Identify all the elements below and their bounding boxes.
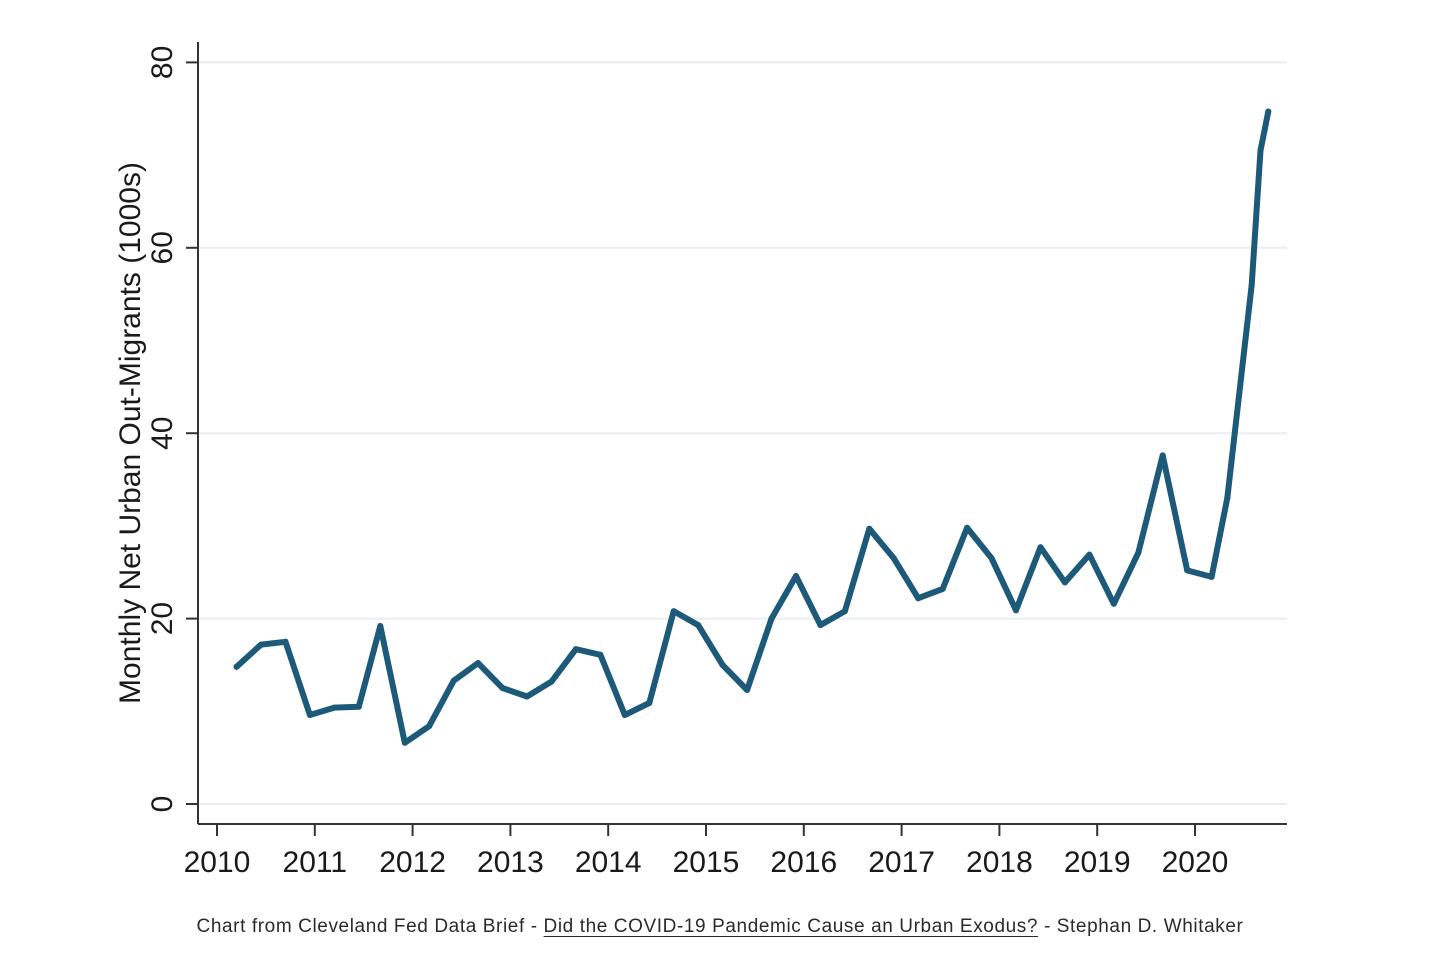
x-axis-ticks: 2010 2011 2012 2013 2014 2015 2016 2017 2018 2019…	[184, 824, 1229, 879]
data-point	[1037, 544, 1044, 551]
data-point	[939, 585, 946, 592]
data-point	[768, 615, 775, 622]
data-point	[817, 622, 824, 629]
x-tick-label-2015: 2015	[673, 846, 740, 879]
gridlines	[199, 61, 1287, 805]
x-tick-label-2018: 2018	[966, 846, 1033, 879]
data-point	[670, 608, 677, 615]
y-tick-label-40: 40	[146, 417, 179, 450]
data-point	[793, 573, 799, 579]
caption-prefix: Chart from Cleveland Fed Data Brief -	[196, 916, 544, 937]
data-point	[988, 555, 995, 562]
series-layer	[233, 108, 1272, 746]
data-point	[1013, 607, 1019, 614]
x-tick-label-2012: 2012	[379, 846, 446, 879]
y-tick-label-20: 20	[146, 602, 179, 635]
data-point	[377, 623, 384, 629]
y-axis-title: Monthly Net Urban Out-Migrants (1000s)	[114, 162, 147, 704]
data-point	[499, 685, 506, 692]
data-point	[719, 662, 726, 668]
data-point	[1208, 573, 1215, 580]
data-point	[450, 677, 457, 684]
y-tick-label-60: 60	[146, 231, 179, 264]
caption-source-link[interactable]: Did the COVID-19 Pandemic Cause an Urban…	[543, 916, 1039, 937]
chart-caption: Chart from Cleveland Fed Data Brief - Di…	[0, 916, 1440, 938]
x-tick-label-2020: 2020	[1162, 846, 1229, 879]
data-point	[1248, 281, 1255, 288]
data-point	[1184, 567, 1191, 574]
y-axis-ticks: 0 20 40 60 80	[146, 46, 198, 813]
data-point	[841, 608, 848, 615]
caption-suffix: - Stephan D. Whitaker	[1038, 916, 1244, 937]
y-tick-label-0: 0	[146, 796, 179, 813]
data-point	[282, 638, 289, 645]
x-tick-label-2010: 2010	[184, 846, 251, 879]
data-point	[1224, 495, 1231, 502]
data-point	[331, 704, 338, 711]
data-point	[426, 723, 433, 730]
data-point	[646, 700, 653, 706]
data-point	[306, 712, 313, 718]
data-point	[401, 739, 408, 746]
data-point	[915, 595, 922, 602]
x-tick-label-2011: 2011	[283, 846, 348, 879]
data-point	[866, 525, 873, 532]
data-point	[964, 524, 971, 531]
data-point	[258, 641, 264, 648]
data-point	[695, 622, 702, 629]
data-point	[1257, 147, 1264, 154]
data-point	[744, 687, 751, 693]
data-point	[572, 646, 579, 653]
data-point	[1159, 452, 1166, 459]
data-point	[597, 651, 604, 658]
series-line	[233, 108, 1272, 746]
data-point	[890, 555, 897, 562]
data-point	[621, 712, 628, 718]
x-tick-label-2016: 2016	[770, 846, 837, 879]
data-point	[524, 693, 530, 700]
data-point	[548, 678, 555, 685]
x-tick-label-2014: 2014	[575, 846, 642, 879]
y-tick-label-80: 80	[146, 46, 179, 79]
data-point	[1110, 600, 1117, 607]
x-tick-label-2013: 2013	[477, 846, 544, 879]
x-tick-label-2017: 2017	[868, 846, 935, 879]
data-point	[1086, 551, 1093, 558]
data-point	[355, 703, 362, 710]
data-point	[1135, 549, 1142, 556]
data-point	[475, 660, 482, 667]
data-point	[1265, 108, 1272, 115]
data-point	[233, 663, 240, 670]
x-tick-label-2019: 2019	[1064, 846, 1131, 879]
data-point	[1061, 579, 1068, 586]
